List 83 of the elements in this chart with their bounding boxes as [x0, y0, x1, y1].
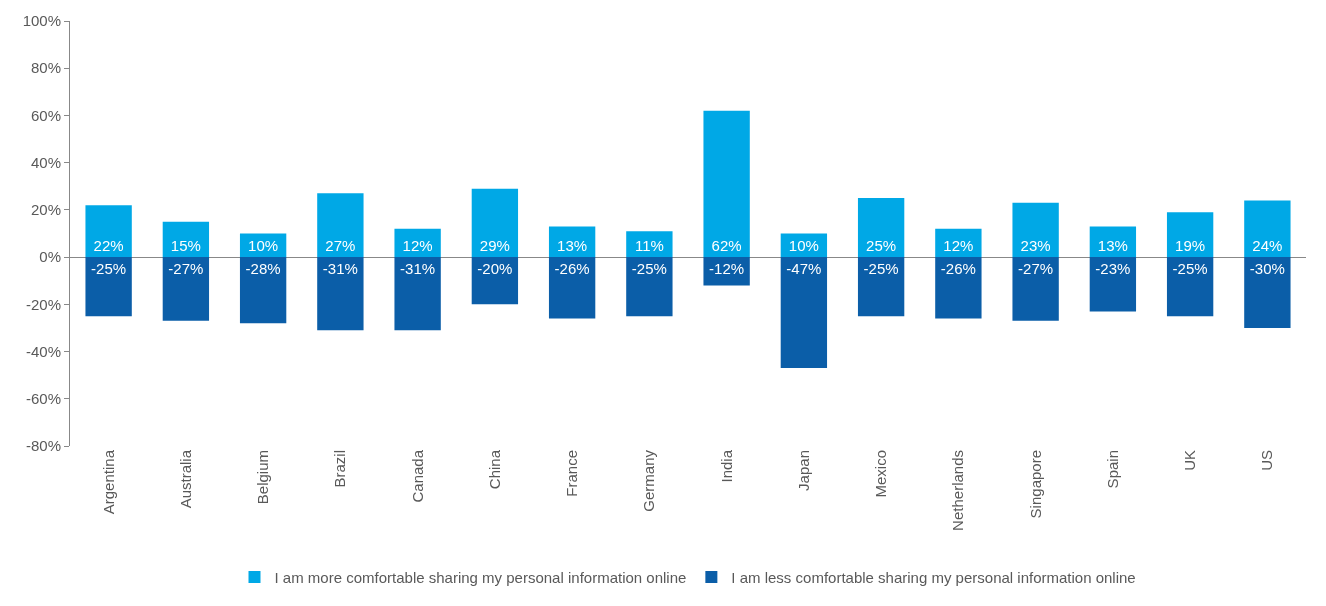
y-tick-label: 80%	[30, 59, 61, 77]
legend-label: I am less comfortable sharing my personal information online	[731, 568, 1136, 586]
data-label: -25%	[631, 260, 667, 278]
x-tick-label: Brazil	[331, 450, 349, 488]
bar	[857, 257, 905, 317]
data-label: 27%	[325, 237, 356, 255]
data-label: -47%	[786, 260, 822, 278]
data-label: 62%	[711, 237, 742, 255]
data-label: 29%	[479, 237, 510, 255]
data-label: 11%	[634, 237, 664, 255]
data-label: -26%	[554, 260, 590, 278]
bar	[471, 188, 519, 258]
x-tick-label: Canada	[408, 449, 426, 503]
x-tick-label: Mexico	[872, 450, 890, 498]
bar	[1166, 212, 1214, 258]
x-tick-label: Belgium	[254, 450, 272, 505]
data-label: -25%	[863, 260, 899, 278]
data-label: 24%	[1252, 237, 1283, 255]
bar	[85, 257, 132, 317]
bar	[548, 257, 596, 319]
data-label: 12%	[943, 237, 974, 255]
data-label: -27%	[1018, 260, 1054, 278]
bar	[1244, 200, 1291, 258]
bar	[1166, 257, 1214, 317]
y-tick-label: 100%	[22, 12, 61, 30]
bar	[703, 110, 750, 258]
data-label: -31%	[400, 260, 436, 278]
data-label: -30%	[1249, 260, 1285, 278]
data-label: 25%	[866, 237, 897, 255]
data-label: 23%	[1020, 237, 1051, 255]
y-tick-label: 0%	[39, 248, 61, 266]
bar	[935, 257, 982, 319]
x-tick-label: UK	[1181, 450, 1199, 471]
y-tick-label: -20%	[25, 295, 61, 313]
bar	[471, 257, 519, 305]
x-tick-label: US	[1258, 450, 1276, 471]
data-label: -23%	[1095, 260, 1131, 278]
bar	[626, 257, 673, 317]
y-tick-label: -60%	[25, 390, 61, 408]
x-tick-label: Germany	[640, 449, 658, 512]
bar	[857, 198, 905, 258]
data-label: -27%	[168, 260, 204, 278]
bar	[1012, 257, 1059, 321]
y-tick-label: 20%	[30, 201, 61, 219]
data-label: -26%	[940, 260, 976, 278]
data-label: 10%	[248, 237, 279, 255]
bar	[317, 193, 364, 258]
bar	[239, 257, 287, 324]
bar	[1012, 202, 1059, 258]
x-tick-label: Australia	[176, 449, 194, 509]
bar	[162, 257, 210, 321]
data-label: -31%	[322, 260, 358, 278]
data-label: -20%	[477, 260, 513, 278]
data-label: 12%	[402, 237, 433, 255]
x-tick-label: China	[485, 449, 503, 490]
y-tick-label: -80%	[25, 437, 61, 455]
y-tick-label: 60%	[30, 106, 61, 124]
data-label: 22%	[93, 237, 124, 255]
x-tick-label: France	[563, 450, 581, 497]
data-label: 13%	[1097, 237, 1128, 255]
y-tick-label: 40%	[30, 153, 61, 171]
x-tick-label: Argentina	[99, 449, 117, 515]
data-label: -25%	[1172, 260, 1208, 278]
bar	[394, 257, 441, 331]
bar	[780, 257, 828, 369]
x-tick-label: India	[717, 449, 735, 483]
x-tick-label: Singapore	[1026, 450, 1044, 519]
x-tick-label: Japan	[794, 450, 812, 491]
data-label: -28%	[245, 260, 281, 278]
data-label: -12%	[709, 260, 745, 278]
bar	[317, 257, 364, 331]
data-label: 13%	[557, 237, 588, 255]
bar	[85, 205, 132, 258]
x-tick-label: Netherlands	[949, 450, 967, 531]
legend-label: I am more comfortable sharing my personal information online	[274, 568, 687, 586]
data-label: -25%	[91, 260, 127, 278]
data-label: 10%	[788, 237, 819, 255]
y-tick-label: -40%	[25, 342, 61, 360]
data-label: 19%	[1175, 237, 1206, 255]
data-label: 15%	[170, 237, 201, 255]
x-tick-label: Spain	[1103, 450, 1121, 489]
bar	[1244, 257, 1291, 328]
bar	[1089, 257, 1137, 312]
